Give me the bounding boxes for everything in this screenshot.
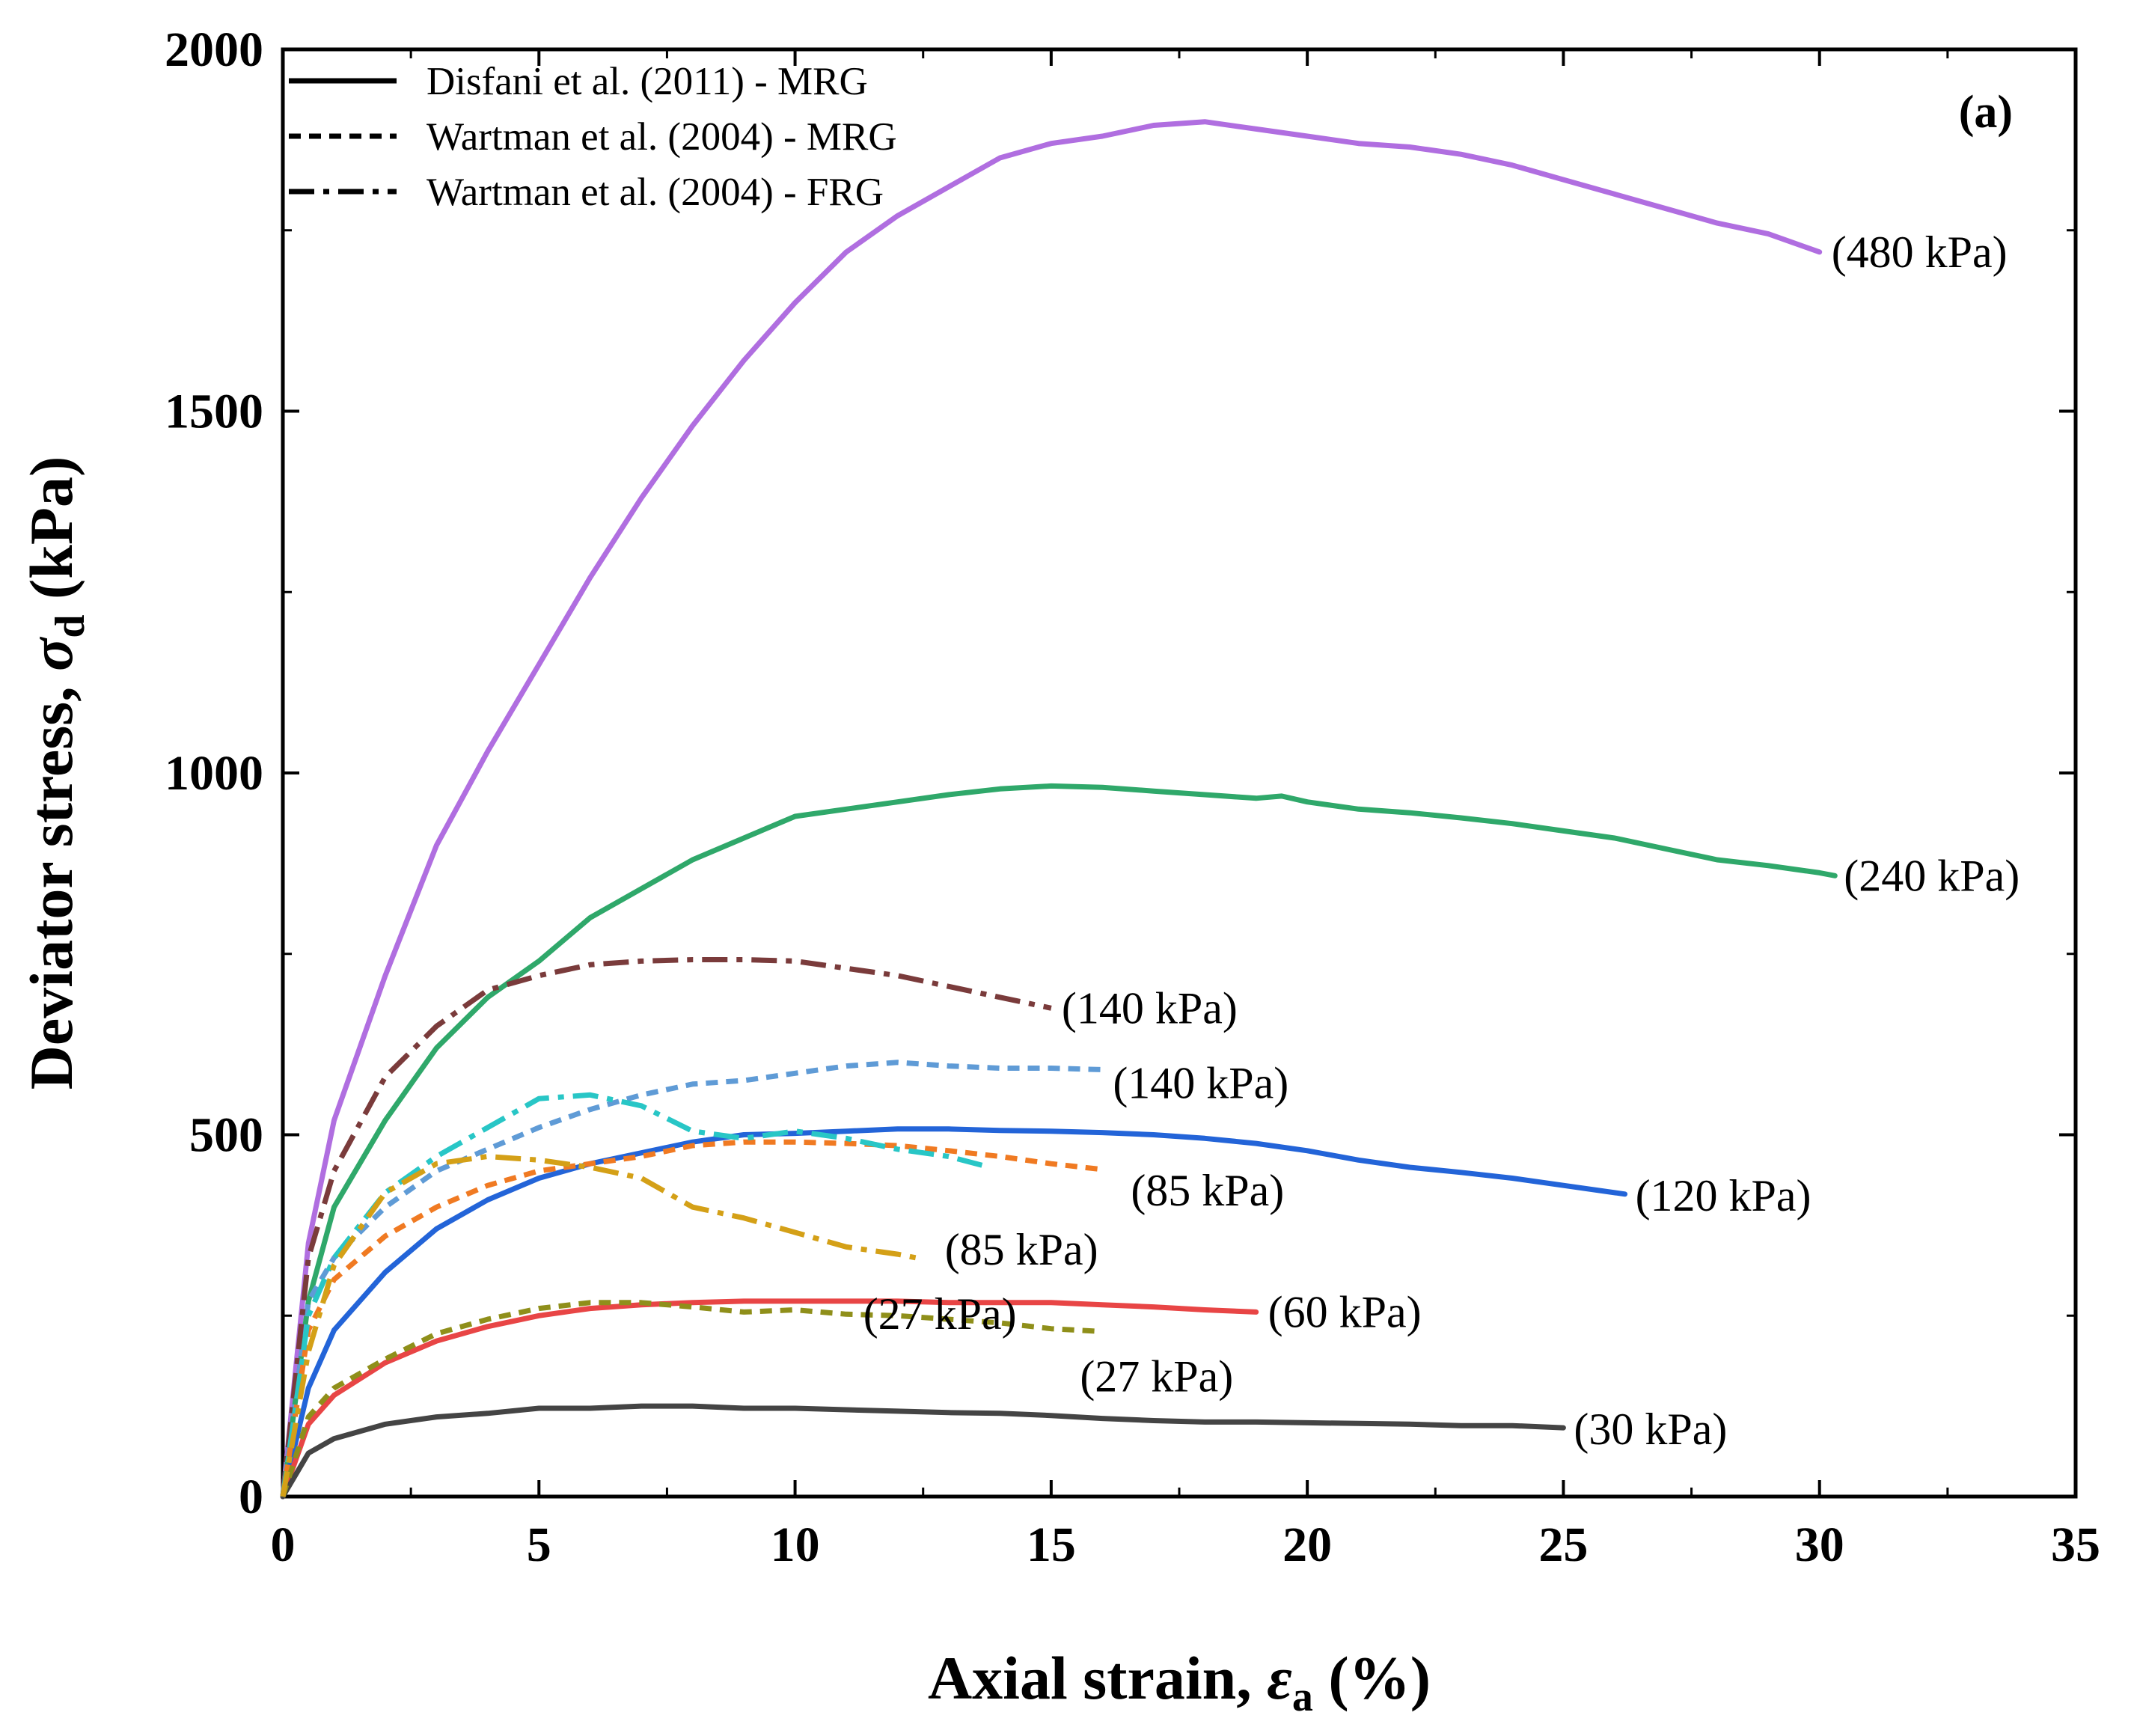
- series-line-0: [280, 119, 1823, 1500]
- curve-label-2: (120 kPa): [1636, 1171, 1811, 1220]
- x-tick-label: 20: [1282, 1518, 1332, 1572]
- curve-label-10: (27 kPa): [863, 1289, 1017, 1339]
- curve-label-4: (30 kPa): [1574, 1405, 1727, 1454]
- series-line-8: [280, 957, 1052, 1497]
- series-line-10: [280, 1154, 924, 1497]
- y-axis-title-prefix: Deviator stress,: [17, 671, 85, 1089]
- curve-label-9: (85 kPa): [945, 1225, 1098, 1274]
- series-line-3: [280, 1298, 1259, 1500]
- curve-label-7: (27 kPa): [1080, 1352, 1233, 1402]
- curve-label-3: (60 kPa): [1268, 1287, 1422, 1336]
- y-axis-title-symbol: σ: [17, 636, 85, 671]
- series-line-1: [280, 783, 1838, 1500]
- y-tick-label: 2000: [165, 22, 263, 77]
- x-tick-label: 15: [1027, 1518, 1076, 1572]
- ticks-layer: 0 5 10 15 20 25 30 35 0 500 1000 1500 2000: [165, 22, 2100, 1572]
- series-line-5: [280, 1060, 1103, 1497]
- legend-label-1: Wartman et al. (2004) - MRG: [426, 115, 897, 159]
- x-tick-label: 30: [1795, 1518, 1844, 1572]
- x-tick-label: 10: [771, 1518, 820, 1572]
- series-line-4: [280, 1403, 1566, 1500]
- series-line-7: [280, 1300, 1103, 1498]
- curve-label-1: (240 kPa): [1844, 851, 2020, 900]
- plot-frame: [281, 47, 2078, 1499]
- curve-label-0: (480 kPa): [1832, 227, 2008, 277]
- x-axis-title-prefix: Axial strain,: [928, 1644, 1267, 1712]
- x-tick-label: 5: [527, 1518, 551, 1572]
- y-axis-title: Deviator stress, σd (kPa): [17, 456, 94, 1090]
- series-layer: [280, 119, 1838, 1500]
- series-line-2: [280, 1126, 1628, 1500]
- y-tick-label: 0: [239, 1470, 263, 1524]
- curve-label-5: (140 kPa): [1113, 1058, 1288, 1107]
- series-line-6: [280, 1139, 1103, 1497]
- y-tick-label: 1000: [165, 746, 263, 801]
- series-line-9: [280, 1092, 991, 1497]
- y-axis-title-sub: d: [47, 614, 94, 638]
- x-tick-label: 25: [1538, 1518, 1588, 1572]
- legend-label-0: Disfani et al. (2011) - MRG: [426, 60, 868, 103]
- x-tick-label: 0: [271, 1518, 296, 1572]
- curve-labels-layer: (480 kPa) (240 kPa) (120 kPa) (60 kPa) (30 k…: [863, 227, 2020, 1454]
- x-axis-title-symbol: ε: [1267, 1644, 1292, 1712]
- y-tick-label: 500: [189, 1108, 263, 1163]
- x-tick-label: 35: [2051, 1518, 2100, 1572]
- legend-label-2: Wartman et al. (2004) - FRG: [426, 171, 884, 214]
- x-axis-title-suffix: (%): [1313, 1644, 1431, 1712]
- panel-label: (a): [1959, 87, 2013, 138]
- x-axis-title-sub: a: [1292, 1674, 1313, 1720]
- y-tick-label: 1500: [165, 385, 263, 439]
- curve-label-6: (85 kPa): [1131, 1166, 1284, 1215]
- legend: Disfani et al. (2011) - MRG Wartman et al…: [289, 60, 897, 214]
- curve-label-8: (140 kPa): [1062, 983, 1238, 1033]
- x-axis-title: Axial strain, εa (%): [928, 1644, 1431, 1720]
- y-axis-title-suffix: (kPa): [17, 456, 85, 615]
